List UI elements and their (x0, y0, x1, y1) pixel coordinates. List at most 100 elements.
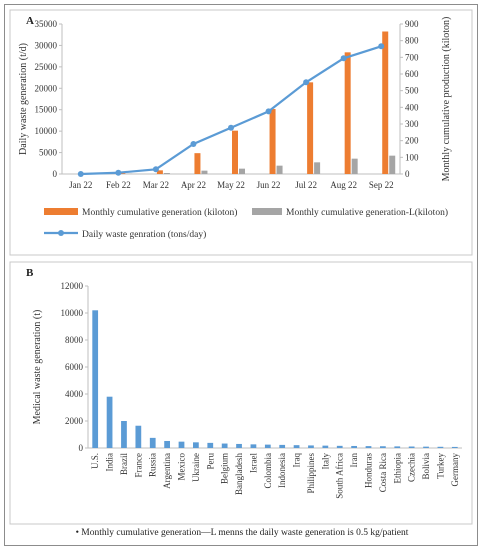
panel-a-right-tick-label: 400 (405, 102, 419, 112)
panel-b-x-tick-label: Bangladesh (234, 453, 244, 495)
panel-b-x-tick-label: Ukraine (191, 453, 201, 482)
panel-a-x-tick-label: Feb 22 (106, 180, 131, 190)
panel-a-bar-cumulative-l (201, 170, 208, 174)
panel-b-bar (423, 446, 429, 448)
panel-a-y2-axis-title: Monthly cumulative production (kiloton) (441, 17, 452, 182)
panel-b-bar (221, 443, 228, 448)
panel-a-bar-cumulative-l (389, 155, 396, 174)
panel-b-x-tick-label: Czechia (407, 453, 417, 482)
panel-b-bar (149, 437, 156, 448)
panel-b-x-tick-label: Iraq (292, 453, 302, 468)
panel-a-left-tick-label: 10000 (35, 126, 58, 136)
panel-b-bar (193, 442, 199, 448)
legend-swatch-line-marker (58, 230, 64, 236)
panel-b-x-tick-label: South Africa (335, 453, 345, 499)
panel-a-x-tick-label: Jun 22 (257, 180, 281, 190)
panel-a-right-tick-label: 900 (405, 19, 419, 29)
panel-b-x-tick-label: Indonesia (277, 453, 287, 488)
panel-b-bar (408, 446, 415, 448)
panel-b-y-tick-label: 0 (79, 443, 84, 453)
panel-a-left-tick-label: 30000 (35, 40, 58, 50)
panel-a-x-tick-label: Sep 22 (369, 180, 394, 190)
panel-a-right-tick-label: 700 (405, 52, 419, 62)
panel-b: B 0 2000 4000 6000 8000 10000 12000 U.S. India Bra… (26, 267, 462, 499)
panel-a-y-axis-title: Daily waste generation (t/d) (18, 43, 29, 155)
panel-a-line-point (115, 169, 122, 176)
panel-a-bar-cumulative-l (239, 168, 245, 174)
panel-b-y-tick-label: 4000 (65, 389, 84, 399)
legend-swatch-cumulative (44, 208, 78, 215)
panel-a-right-tick-label: 600 (405, 69, 419, 79)
panel-b-bar (365, 446, 372, 448)
panel-b-x-tick-label: Costa Rica (378, 453, 388, 492)
panel-b-bar (293, 445, 300, 448)
panel-a-right-tick-label: 500 (405, 86, 419, 96)
panel-a-line-point (265, 108, 272, 115)
panel-a-bar-cumulative-l (276, 165, 283, 174)
panel-b-bar (121, 421, 127, 448)
panel-b-y-tick-label: 2000 (65, 416, 84, 426)
panel-a-x-tick-label: Jan 22 (69, 180, 92, 190)
panel-a-line-point (77, 171, 84, 177)
panel-b-x-tick-label: Russia (148, 453, 158, 477)
panel-a-bar-cumulative-l (314, 162, 321, 174)
panel-b-label: B (26, 267, 34, 279)
panel-b-bar (264, 444, 271, 448)
panel-b-bar (451, 446, 458, 448)
panel-a-line-point (190, 141, 197, 147)
panel-a-label: A (26, 15, 34, 27)
panel-b-x-tick-label: Italy (320, 453, 330, 470)
panel-a-bar-cumulative (119, 173, 126, 174)
panel-a-x-tick-label: Jul 22 (295, 180, 317, 190)
panel-b-x-tick-label: Honduras (364, 453, 374, 488)
panel-b-x-tick-label: Peru (205, 453, 215, 470)
panel-a-left-tick-label: 5000 (39, 148, 58, 158)
legend-swatch-cumulative-l (252, 208, 282, 215)
panel-a-left-tick-label: 25000 (35, 62, 58, 72)
panel-b-bar (250, 444, 257, 448)
panel-b-bar (236, 443, 242, 448)
panel-a-bar-cumulative (382, 31, 389, 174)
panel-b-x-tick-label: Colombia (263, 453, 273, 489)
panel-b-bar (92, 310, 99, 448)
panel-a-x-tick-label: May 22 (217, 180, 245, 190)
panel-b-x-tick-label: India (105, 453, 115, 472)
footnote: • Monthly cumulative generation—L menns … (75, 528, 409, 538)
figure-frame (4, 4, 478, 546)
panel-b-bar (322, 445, 329, 448)
panel-b-y-tick-label: 8000 (65, 335, 84, 345)
panel-b-bar (279, 444, 286, 448)
panel-b-x-tick-label: U.S. (90, 453, 100, 469)
panel-a-line-point (378, 43, 385, 50)
panel-b-x-tick-label: Belgium (220, 453, 230, 484)
panel-b-bar (308, 445, 314, 448)
panel-a-left-tick-label: 15000 (35, 105, 58, 115)
panel-a: A 0 5000 10000 15000 20000 25000 30000 35000 0 100… (18, 15, 452, 240)
panel-b-x-tick-label: Brazil (119, 453, 129, 475)
panel-a-bar-cumulative (232, 130, 238, 174)
panel-b-x-tick-label: Ethiopia (392, 453, 402, 484)
panel-b-x-tick-label: France (133, 453, 143, 478)
panel-a-line-point (152, 166, 159, 173)
panel-b-bar (106, 396, 113, 448)
panel-b-x-tick-label: Philippines (306, 453, 316, 494)
panel-b-border (9, 261, 473, 525)
panel-b-x-tick-label: Bolivia (421, 453, 431, 480)
panel-a-right-tick-label: 100 (405, 152, 419, 162)
panel-a-border (9, 9, 473, 256)
panel-a-bar-cumulative (344, 52, 351, 175)
panel-b-y-tick-label: 12000 (61, 281, 84, 291)
panel-b-bar (437, 446, 444, 448)
panel-a-bar-cumulative-l (351, 158, 358, 174)
legend-label-cumulative-l: Monthly cumulative generation-L(kiloton) (286, 207, 448, 218)
panel-a-bar-cumulative (156, 170, 163, 174)
panel-b-x-tick-label: Argentina (162, 453, 172, 489)
panel-a-right-tick-label: 300 (405, 119, 419, 129)
panel-a-line-point (303, 79, 310, 86)
panel-b-y-axis-title: Medical waste generation (t) (32, 310, 43, 425)
panel-b-x-tick-label: Turkey (435, 453, 445, 479)
panel-a-right-tick-label: 0 (405, 169, 410, 179)
panel-b-bar (164, 440, 170, 448)
panel-b-y-tick-label: 10000 (61, 308, 84, 318)
panel-a-left-tick-label: 20000 (35, 83, 58, 93)
